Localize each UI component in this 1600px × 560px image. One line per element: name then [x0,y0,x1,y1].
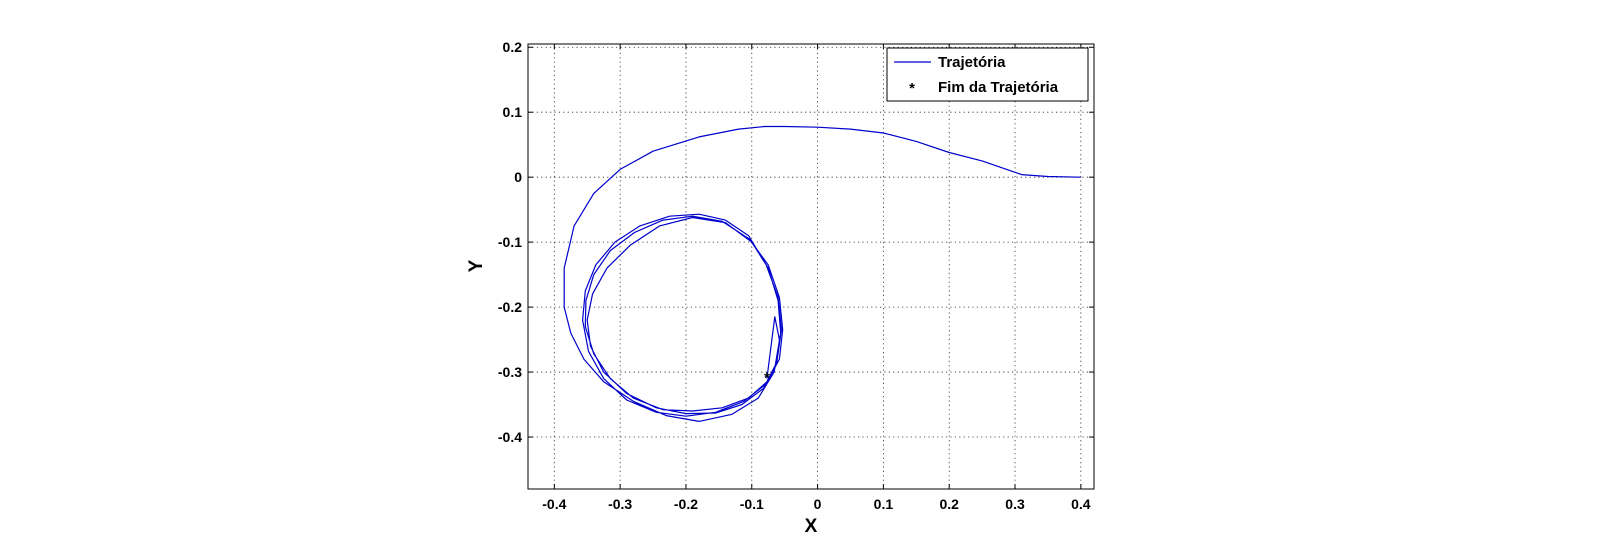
axes-frame [527,43,1095,490]
trajectory-line [563,125,1081,422]
y-tick-label: -0.3 [498,364,522,380]
legend-box [886,47,1089,102]
x-tick-label: -0.1 [740,496,764,512]
x-tick-label: 0.3 [1005,496,1025,512]
y-tick-label: -0.2 [498,299,522,315]
y-tick-label: -0.1 [498,234,522,250]
tick-marks [528,44,1094,489]
series-layer: * [563,125,1081,422]
y-axis-label: Y [466,259,487,272]
y-tick-label: 0 [514,169,522,185]
x-tick-labels: -0.4 -0.3 -0.2 -0.1 0 0.1 0.2 0.3 0.4 [542,496,1091,512]
x-tick-label: -0.3 [608,496,632,512]
x-tick-label: 0.4 [1071,496,1091,512]
y-tick-label: -0.4 [498,429,522,445]
trajectory-end-marker: * [764,370,770,387]
plot-area [528,44,1094,489]
x-tick-label: 0.1 [874,496,894,512]
x-tick-label: 0.2 [939,496,959,512]
y-tick-label: 0.1 [503,104,523,120]
grid-lines [528,44,1094,489]
x-tick-label: -0.2 [674,496,698,512]
legend-label-trajectory: Trajetória [938,54,1006,71]
legend: Trajetória * Fim da Trajetória [886,47,1089,102]
y-tick-labels: -0.4 -0.3 -0.2 -0.1 0 0.1 0.2 [498,39,522,445]
x-axis-label: X [805,516,818,537]
x-tick-label: 0 [814,496,822,512]
x-tick-label: -0.4 [542,496,566,512]
legend-label-end: Fim da Trajetória [938,79,1059,96]
y-tick-label: 0.2 [503,39,523,55]
legend-star-swatch: * [909,80,915,97]
